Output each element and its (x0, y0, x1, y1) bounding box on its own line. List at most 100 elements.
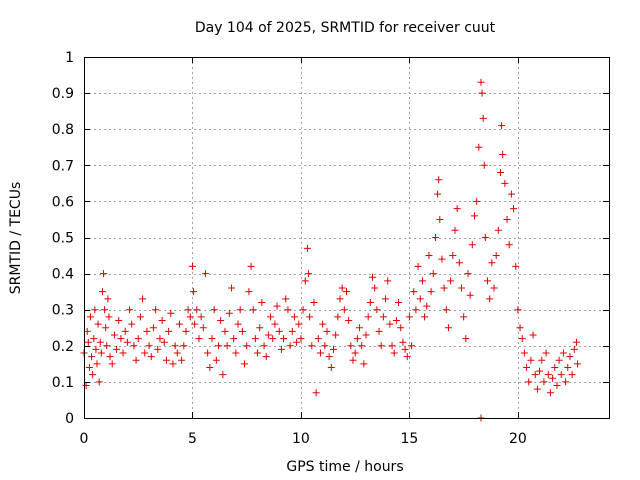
data-point (435, 176, 443, 184)
data-points (80, 78, 582, 422)
data-point (128, 320, 136, 328)
data-point (143, 327, 151, 335)
data-point (540, 378, 548, 386)
data-point (312, 389, 320, 397)
data-point (533, 385, 541, 393)
data-point (197, 313, 205, 321)
data-point (442, 306, 450, 314)
data-point (152, 306, 160, 314)
data-point (256, 324, 264, 332)
data-point (232, 349, 240, 357)
data-point (408, 342, 416, 350)
data-point (100, 270, 108, 278)
data-point (212, 356, 220, 364)
data-point (134, 335, 142, 343)
data-point (121, 327, 129, 335)
data-point (347, 342, 355, 350)
data-point (421, 313, 429, 321)
data-point (219, 371, 227, 379)
data-point (492, 252, 500, 260)
data-point (525, 378, 533, 386)
data-point (106, 353, 114, 361)
data-point (97, 349, 105, 357)
y-tick-label: 0.6 (52, 194, 74, 210)
data-point (505, 241, 513, 249)
x-tick-label: 10 (292, 431, 310, 447)
data-point (321, 342, 329, 350)
data-point (423, 302, 431, 310)
data-point (201, 270, 209, 278)
data-point (208, 335, 216, 343)
data-point (412, 306, 420, 314)
data-point (570, 345, 578, 353)
data-point (497, 169, 505, 177)
data-point (199, 324, 207, 332)
data-point (277, 345, 285, 353)
data-point (191, 320, 199, 328)
data-point (221, 327, 229, 335)
data-point (141, 349, 149, 357)
data-point (103, 342, 111, 350)
data-point (494, 226, 502, 234)
data-point (390, 349, 398, 357)
data-point (382, 295, 390, 303)
data-point (169, 360, 177, 368)
data-point (101, 306, 109, 314)
x-tick-label: 0 (80, 431, 89, 447)
data-point (271, 320, 279, 328)
data-point (405, 313, 413, 321)
data-point (564, 363, 572, 371)
x-tick-label: 15 (400, 431, 418, 447)
data-point (377, 342, 385, 350)
data-point (440, 284, 448, 292)
data-point (429, 270, 437, 278)
data-point (514, 306, 522, 314)
data-point (319, 320, 327, 328)
data-point (444, 324, 452, 332)
data-point (480, 161, 488, 169)
data-point (353, 335, 361, 343)
y-tick-label: 0.9 (52, 86, 74, 102)
data-point (238, 327, 246, 335)
data-point (82, 382, 90, 390)
data-point (105, 313, 113, 321)
data-point (165, 327, 173, 335)
data-point (130, 342, 138, 350)
data-point (210, 306, 218, 314)
data-point (193, 306, 201, 314)
data-point (358, 342, 366, 350)
data-point (306, 313, 314, 321)
data-point (89, 371, 97, 379)
data-point (195, 335, 203, 343)
data-point (264, 331, 272, 339)
data-point (431, 234, 439, 241)
data-point (186, 313, 194, 321)
data-point (566, 353, 574, 361)
data-point (501, 179, 509, 187)
data-point (449, 252, 457, 260)
data-point (84, 338, 92, 346)
data-point (241, 360, 249, 368)
data-point (236, 306, 244, 314)
data-point (190, 288, 198, 296)
data-point (178, 356, 186, 364)
data-point (466, 291, 474, 299)
data-point (269, 335, 277, 343)
data-point (180, 342, 188, 350)
data-point (228, 284, 236, 292)
data-point (308, 342, 316, 350)
data-point (531, 371, 539, 379)
x-tick-label: 20 (509, 431, 527, 447)
data-point (518, 335, 526, 343)
data-point (215, 342, 223, 350)
data-point (126, 306, 134, 314)
data-point (184, 306, 192, 314)
y-tick-labels: 0 0.1 0.2 0.3 0.4 0.5 0.6 0.7 0.8 0.9 1 (52, 50, 74, 427)
data-point (139, 295, 147, 303)
data-point (175, 320, 183, 328)
data-point (364, 313, 372, 321)
data-point (498, 122, 506, 130)
data-point (336, 295, 344, 303)
data-point (401, 345, 409, 353)
data-point (154, 345, 162, 353)
